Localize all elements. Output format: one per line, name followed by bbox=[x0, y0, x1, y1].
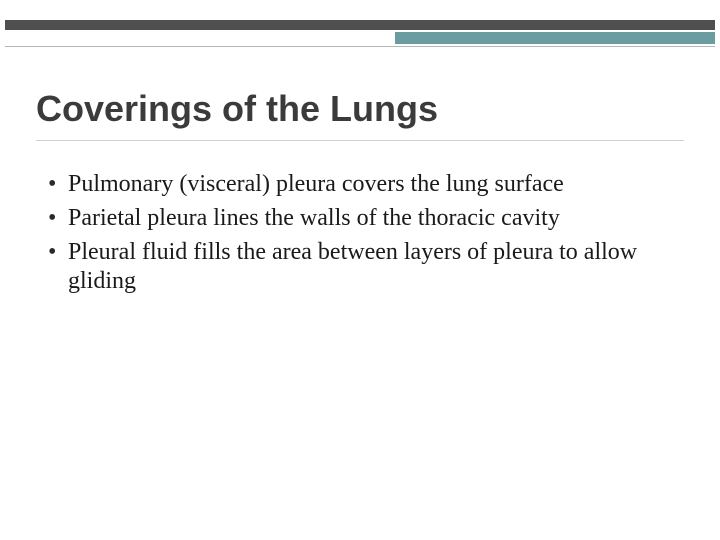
decor-teal-strip bbox=[395, 32, 715, 44]
bullet-list: Pulmonary (visceral) pleura covers the l… bbox=[48, 170, 644, 297]
bullet-item: Pleural fluid fills the area between lay… bbox=[48, 238, 644, 298]
title-underline bbox=[36, 140, 684, 141]
bullet-item: Pulmonary (visceral) pleura covers the l… bbox=[48, 170, 644, 200]
slide: Coverings of the Lungs Pulmonary (viscer… bbox=[0, 0, 720, 540]
decor-dark-strip bbox=[5, 20, 715, 30]
slide-body: Pulmonary (visceral) pleura covers the l… bbox=[48, 170, 644, 301]
top-decoration bbox=[0, 0, 720, 46]
bullet-item: Parietal pleura lines the walls of the t… bbox=[48, 204, 644, 234]
slide-title: Coverings of the Lungs bbox=[36, 88, 438, 130]
decor-line-2 bbox=[5, 46, 715, 47]
